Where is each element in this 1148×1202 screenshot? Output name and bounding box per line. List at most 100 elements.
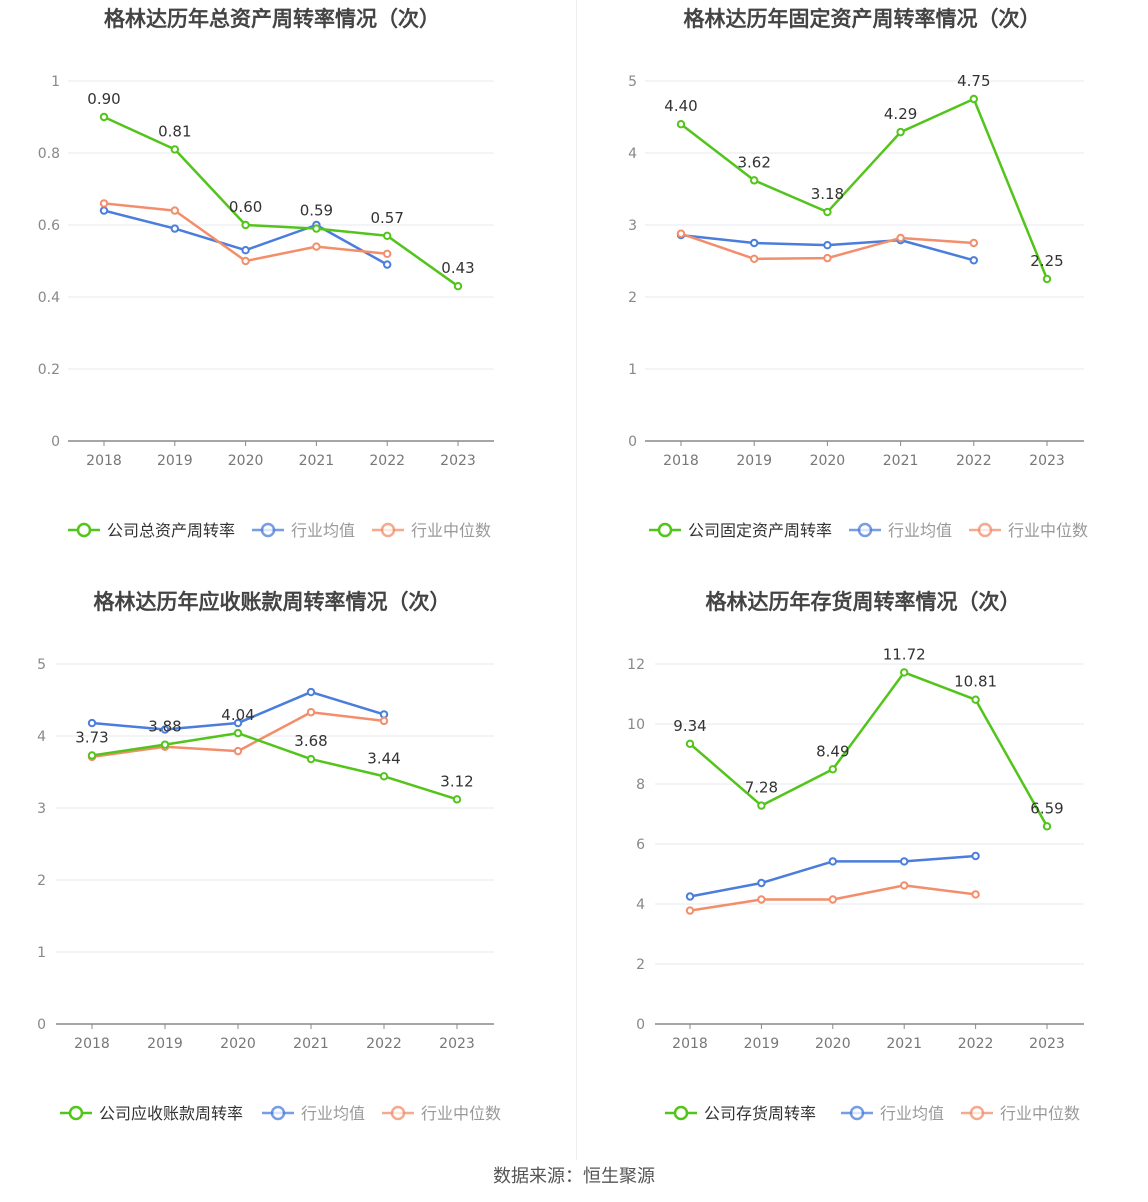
- data-point-avg: [99, 206, 109, 215]
- chart-receivable-turnover: 格林达历年应收账款周转率情况（次） 0 1 2 3 4 5 2018 2019 2020 2021 2…: [0, 583, 574, 1166]
- data-point-company: [900, 668, 909, 677]
- x-tick-label: 2020: [220, 1036, 256, 1052]
- y-tick-label: 0: [628, 434, 637, 450]
- legend-item-avg: 行业均值: [849, 521, 952, 540]
- y-tick-label: 1: [51, 74, 60, 90]
- x-tick-label: 2023: [440, 453, 476, 469]
- data-point-median: [685, 906, 695, 915]
- data-point-avg: [241, 246, 250, 255]
- data-point-avg: [750, 238, 759, 248]
- legend-label: 行业中位数: [411, 521, 491, 540]
- y-tick-label: 8: [636, 777, 645, 793]
- data-point-company: [233, 728, 243, 738]
- chart-title: 格林达历年应收账款周转率情况（次）: [94, 590, 451, 614]
- data-point-median: [306, 708, 316, 717]
- series-line-company: [689, 671, 1049, 827]
- legend-label: 行业均值: [301, 1104, 365, 1123]
- data-label: 7.28: [745, 779, 778, 797]
- y-tick-label: 5: [37, 657, 46, 673]
- data-label: 3.88: [148, 718, 181, 736]
- y-tick-label: 4: [628, 146, 637, 162]
- data-point-median: [969, 238, 978, 248]
- y-tick-label: 0.2: [38, 362, 60, 378]
- data-point-median: [241, 256, 250, 266]
- legend-label: 行业中位数: [1000, 1104, 1080, 1123]
- x-tick-label: 2022: [366, 1036, 402, 1052]
- data-label: 0.43: [441, 259, 474, 277]
- chart-svg: 格林达历年应收账款周转率情况（次） 0 1 2 3 4 5 2018 2019 2020 2021 2…: [37, 590, 501, 1123]
- legend-label: 行业均值: [888, 521, 952, 540]
- legend-swatch-marker: [68, 1105, 84, 1121]
- x-tick-label: 2021: [299, 453, 335, 469]
- data-point-avg: [900, 857, 909, 866]
- data-point-avg: [971, 851, 980, 861]
- data-point-median: [823, 253, 832, 263]
- chart-title: 格林达历年固定资产周转率情况（次）: [684, 7, 1041, 31]
- series-line-avg: [103, 209, 388, 266]
- data-label: 0.90: [87, 90, 120, 108]
- data-point-avg: [233, 718, 243, 728]
- data-label: 3.12: [440, 772, 473, 790]
- y-tick-label: 3: [37, 801, 46, 817]
- legend-label: 行业中位数: [421, 1104, 501, 1123]
- x-tick-label: 2020: [810, 453, 846, 469]
- legend-swatch-marker: [260, 522, 276, 538]
- legend-item-avg: 行业均值: [841, 1104, 944, 1123]
- data-point-median: [676, 229, 686, 238]
- legend-item-company: 公司应收账款周转率: [60, 1104, 243, 1123]
- x-tick-label: 2021: [293, 1036, 329, 1052]
- data-point-avg: [170, 224, 180, 233]
- y-tick-label: 2: [636, 957, 645, 973]
- data-point-avg: [685, 892, 695, 901]
- data-point-company: [306, 754, 316, 764]
- data-label: 3.62: [737, 153, 770, 171]
- legend-item-company: 公司固定资产周转率: [649, 521, 832, 540]
- data-label: 10.81: [954, 673, 997, 691]
- data-point-company: [750, 176, 759, 185]
- data-label: 8.49: [816, 742, 849, 760]
- data-label: 3.18: [811, 185, 844, 203]
- data-label: 3.68: [294, 732, 327, 750]
- legend-swatch-marker: [270, 1105, 286, 1121]
- legend-swatch-marker: [977, 522, 993, 538]
- data-point-median: [828, 895, 838, 904]
- data-label: 2.25: [1030, 252, 1063, 270]
- data-point-median: [896, 233, 905, 243]
- y-tick-label: 6: [636, 837, 645, 853]
- data-point-median: [379, 716, 389, 726]
- data-point-company: [241, 220, 250, 230]
- data-point-company: [99, 112, 109, 122]
- panel-divider: [576, 0, 577, 1160]
- x-tick-label: 2022: [958, 1036, 994, 1052]
- legend-item-median: 行业中位数: [969, 521, 1088, 540]
- x-tick-label: 2020: [228, 453, 264, 469]
- legend-item-median: 行业中位数: [382, 1104, 501, 1123]
- data-label: 4.29: [884, 105, 917, 123]
- data-label: 4.40: [664, 97, 697, 115]
- x-tick-label: 2019: [157, 453, 193, 469]
- data-label: 0.57: [370, 209, 403, 227]
- x-tick-label: 2021: [883, 453, 919, 469]
- data-point-median: [99, 199, 109, 208]
- chart-fixed-asset-turnover: 格林达历年固定资产周转率情况（次） 0 1 2 3 4 5 2018 2019 2020 2021 2…: [577, 0, 1148, 583]
- chart-svg: 格林达历年固定资产周转率情况（次） 0 1 2 3 4 5 2018 2019 2020 2021 2…: [628, 7, 1088, 540]
- data-point-avg: [757, 878, 766, 888]
- y-tick-label: 1: [37, 945, 46, 961]
- data-point-avg: [828, 857, 838, 866]
- data-point-company: [969, 94, 978, 104]
- data-point-company: [1042, 274, 1052, 284]
- legend-label: 公司应收账款周转率: [99, 1104, 243, 1123]
- x-tick-label: 2019: [736, 453, 772, 469]
- data-point-company: [685, 739, 695, 749]
- y-tick-label: 2: [628, 290, 637, 306]
- legend-item-avg: 行业均值: [262, 1104, 365, 1123]
- chart-title: 格林达历年存货周转率情况（次）: [706, 590, 1021, 614]
- data-point-company: [87, 751, 97, 760]
- data-label: 11.72: [883, 645, 926, 663]
- x-tick-label: 2022: [369, 453, 405, 469]
- series-line-company: [103, 115, 459, 288]
- legend-label: 行业均值: [291, 521, 355, 540]
- legend-item-company: 公司存货周转率: [665, 1104, 816, 1123]
- data-point-company: [757, 801, 766, 810]
